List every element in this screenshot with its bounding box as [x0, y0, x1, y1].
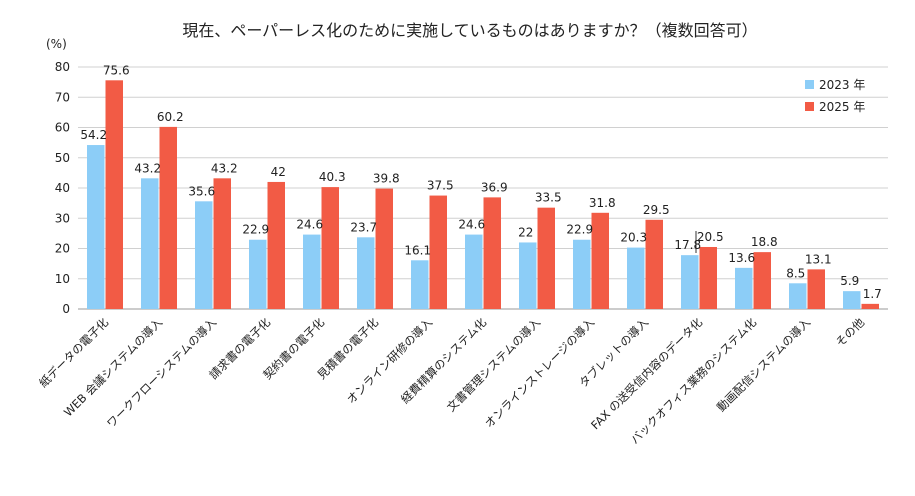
- y-axis-unit-label: (%): [46, 37, 67, 51]
- bar-series-2: [807, 269, 825, 309]
- bar-series-2: [159, 126, 177, 310]
- data-label: 36.9: [481, 180, 508, 194]
- data-label: 54.2: [80, 128, 107, 142]
- data-label: 33.5: [535, 191, 562, 205]
- bar-series-2: [591, 212, 609, 309]
- bar-series-1: [249, 239, 267, 309]
- bar-series-1: [465, 234, 483, 309]
- bar-series-1: [87, 145, 105, 309]
- bar-series-1: [357, 237, 375, 309]
- data-label: 42: [271, 165, 286, 179]
- bar-series-2: [267, 181, 285, 309]
- grid-lines: [78, 66, 888, 310]
- y-tick-label: 10: [55, 272, 70, 286]
- legend-swatch: [805, 102, 814, 111]
- bar-series-2: [429, 195, 447, 309]
- category-label: 動画配信システムの導入: [714, 315, 813, 414]
- legend: 2023 年 2025 年: [805, 78, 865, 114]
- data-label: 1.7: [863, 287, 882, 301]
- legend-swatch: [805, 80, 814, 89]
- bar-series-2: [483, 197, 501, 309]
- data-label: 16.1: [404, 243, 431, 257]
- data-label: 20.3: [620, 231, 647, 245]
- bar-series-2: [321, 187, 339, 309]
- bar-series-1: [735, 267, 753, 309]
- bar-series-1: [681, 255, 699, 309]
- category-label: オンラインストレージの導入: [482, 315, 598, 431]
- data-labels: 54.2 75.6 43.2 60.2 35.6 43.2 22.9 42 24.6 40.3 23…: [80, 63, 881, 301]
- chart-title: 現在、ペーパーレス化のために実施しているものはありますか？（複数回答可）: [182, 21, 757, 40]
- data-label: 22.9: [566, 223, 593, 237]
- y-tick-label: 70: [55, 90, 70, 104]
- data-label: 29.5: [643, 203, 670, 217]
- bar-series-1: [573, 239, 591, 309]
- data-label: 22: [518, 225, 533, 239]
- category-label: FAX の送受信内容のデータ化: [588, 315, 705, 432]
- data-label: 13.6: [728, 251, 755, 265]
- data-label: 43.2: [134, 161, 161, 175]
- bar-series-2: [861, 303, 879, 309]
- bar-series-2: [213, 178, 231, 309]
- bar-series-2: [645, 219, 663, 309]
- y-axis-ticks: 0 10 20 30 40 50 60 70 80: [55, 60, 70, 316]
- data-label: 8.5: [786, 266, 805, 280]
- data-label: 60.2: [157, 110, 184, 124]
- bar-series-1: [627, 247, 645, 309]
- data-label: 31.8: [589, 196, 616, 210]
- category-label: 文書管理システムの導入: [444, 315, 543, 414]
- data-label: 43.2: [211, 161, 238, 175]
- y-tick-label: 80: [55, 60, 70, 74]
- bar-series-2: [105, 80, 123, 309]
- data-label: 39.8: [373, 172, 400, 186]
- data-label: 35.6: [188, 184, 215, 198]
- data-label: 18.8: [751, 235, 778, 249]
- data-label: 13.1: [805, 252, 832, 266]
- data-label: 75.6: [103, 63, 130, 77]
- bar-series: [87, 80, 879, 310]
- bar-series-1: [141, 178, 159, 309]
- bar-series-2: [753, 252, 771, 309]
- bar-series-2: [537, 207, 555, 309]
- data-label: 37.5: [427, 179, 454, 193]
- legend-label: 2023 年: [819, 78, 865, 92]
- data-label: 22.9: [242, 223, 269, 237]
- data-label: 24.6: [458, 218, 485, 232]
- data-label: 5.9: [840, 274, 859, 288]
- y-tick-label: 50: [55, 151, 70, 165]
- y-tick-label: 40: [55, 181, 70, 195]
- category-label: その他: [833, 315, 868, 350]
- category-label: WEB 会議システムの導入: [61, 315, 166, 420]
- y-tick-label: 30: [55, 211, 70, 225]
- y-tick-label: 60: [55, 121, 70, 135]
- data-label: 23.7: [350, 220, 377, 234]
- bar-series-2: [699, 246, 717, 309]
- data-label: 17.8: [674, 238, 701, 252]
- data-label: 40.3: [319, 170, 346, 184]
- legend-label: 2025 年: [819, 100, 865, 114]
- bar-series-1: [195, 201, 213, 309]
- bar-series-1: [843, 291, 861, 309]
- y-tick-label: 0: [62, 302, 70, 316]
- data-label: 24.6: [296, 218, 323, 232]
- bar-series-1: [789, 283, 807, 309]
- bar-series-1: [411, 260, 429, 309]
- data-label: 20.5: [697, 230, 724, 244]
- bar-series-1: [519, 242, 537, 309]
- y-tick-label: 20: [55, 242, 70, 256]
- bar-series-2: [375, 188, 393, 309]
- bar-series-1: [303, 234, 321, 309]
- category-label: ワークフローシステムの導入: [104, 315, 220, 431]
